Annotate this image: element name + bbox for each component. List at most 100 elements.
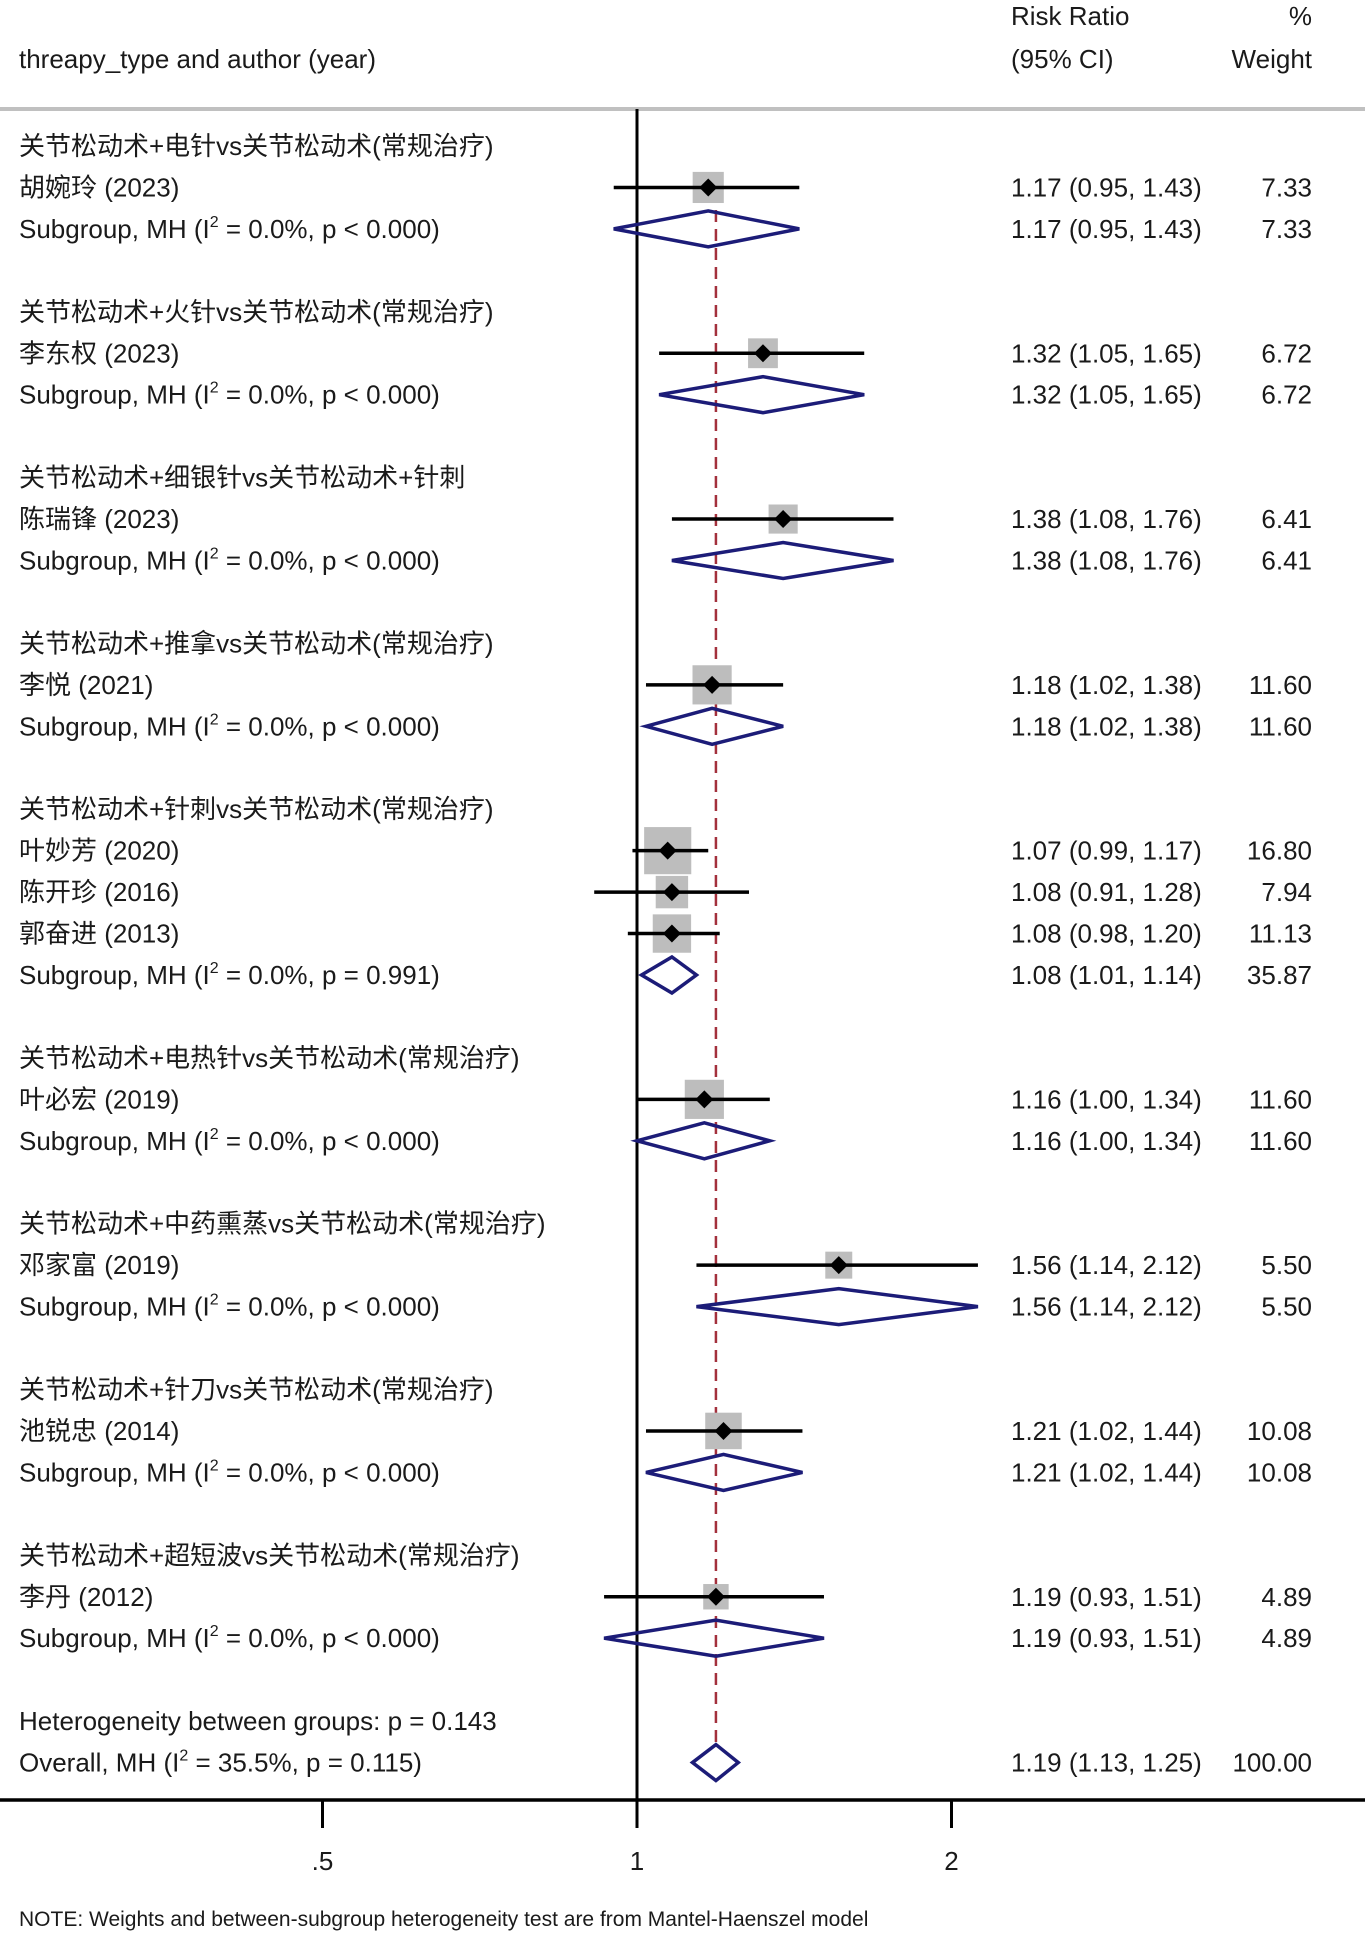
label-prefix: Overall, MH (I [19,1748,179,1778]
subgroup-summary-label: Subgroup, MH (I2 = 0.0%, p < 0.000) [19,1623,440,1653]
point-estimate-marker [703,675,722,694]
subgroup-summary-label: Subgroup, MH (I2 = 0.0%, p < 0.000) [19,214,440,244]
subgroup-diamond [658,374,865,415]
subgroup-summary-label: Subgroup, MH (I2 = 0.0%, p < 0.000) [19,546,440,576]
subgroup-diamond [639,706,784,747]
estimate-ci-text: 1.56 (1.14, 2.12) [1011,1250,1202,1280]
study-label: 李丹 (2012) [19,1582,153,1612]
label-stats: = 0.0%, p < 0.000) [219,711,440,741]
study-label: 李悦 (2021) [19,670,153,700]
subgroup-weight-text: 35.87 [1247,960,1312,990]
label-stats: = 0.0%, p < 0.000) [219,214,440,244]
subgroup-estimate-text: 1.21 (1.02, 1.44) [1011,1457,1202,1487]
estimate-ci-text: 1.16 (1.00, 1.34) [1011,1084,1202,1114]
label-stats: = 35.5%, p = 0.115) [188,1748,422,1778]
subgroup-label: 关节松动术+针刀vs关节松动术(常规治疗) [19,1375,494,1405]
superscript-2: 2 [210,711,219,728]
weight-text: 16.80 [1247,836,1312,866]
point-estimate-marker [753,344,772,363]
superscript-2: 2 [210,1126,219,1143]
estimate-ci-text: 1.08 (0.98, 1.20) [1011,919,1202,949]
subgroup-label: 关节松动术+针刺vs关节松动术(常规治疗) [19,794,494,824]
label-stats: = 0.0%, p < 0.000) [219,546,440,576]
study-label: 邓家富 (2019) [19,1250,179,1280]
study-label: 叶必宏 (2019) [19,1084,179,1114]
subgroup-weight-text: 6.41 [1261,546,1312,576]
subgroup-estimate-text: 1.38 (1.08, 1.76) [1011,546,1202,576]
subgroup-estimate-text: 1.17 (0.95, 1.43) [1011,214,1202,244]
point-estimate-marker [829,1256,848,1275]
label-prefix: Subgroup, MH (I [19,1292,210,1322]
point-estimate-marker [658,841,677,860]
study-label: 郭奋进 (2013) [19,919,179,949]
label-prefix: Subgroup, MH (I [19,960,210,990]
subgroup-summary-label: Subgroup, MH (I2 = 0.0%, p < 0.000) [19,1126,440,1156]
weight-text: 6.72 [1261,338,1312,368]
subgroup-estimate-text: 1.18 (1.02, 1.38) [1011,711,1202,741]
point-estimate-marker [695,1090,714,1109]
subgroup-diamond [603,1618,825,1658]
overall-label: Overall, MH (I2 = 35.5%, p = 0.115) [19,1748,422,1778]
subgroup-estimate-text: 1.32 (1.05, 1.65) [1011,380,1202,410]
overall-diamond [689,1742,742,1783]
footnote: NOTE: Weights and between-subgroup heter… [19,1908,868,1931]
subgroup-diamond [696,1286,979,1327]
label-stats: = 0.0%, p = 0.991) [219,960,440,990]
subgroup-label: 关节松动术+电热针vs关节松动术(常规治疗) [19,1043,520,1073]
superscript-2: 2 [210,214,219,231]
weight-text: 4.89 [1261,1582,1312,1612]
label-prefix: Subgroup, MH (I [19,214,210,244]
column-header-study: threapy_type and author (year) [19,44,376,74]
point-estimate-marker [662,883,681,902]
overall-weight-text: 100.00 [1232,1748,1312,1778]
label-prefix: Subgroup, MH (I [19,1457,210,1487]
overall-estimate-text: 1.19 (1.13, 1.25) [1011,1748,1202,1778]
label-stats: = 0.0%, p < 0.000) [219,1457,440,1487]
subgroup-weight-text: 7.33 [1261,214,1312,244]
weight-text: 10.08 [1247,1416,1312,1446]
estimate-ci-text: 1.32 (1.05, 1.65) [1011,338,1202,368]
study-label: 胡婉玲 (2023) [19,172,179,202]
superscript-2: 2 [210,380,219,397]
label-prefix: Subgroup, MH (I [19,1126,210,1156]
x-tick-label: 2 [944,1846,958,1876]
heterogeneity-text: Heterogeneity between groups: p = 0.143 [19,1706,497,1736]
point-estimate-marker [714,1421,733,1440]
subgroup-estimate-text: 1.08 (1.01, 1.14) [1011,960,1202,990]
subgroup-label: 关节松动术+超短波vs关节松动术(常规治疗) [19,1540,520,1570]
subgroup-label: 关节松动术+中药熏蒸vs关节松动术(常规治疗) [19,1209,546,1239]
point-estimate-marker [774,510,793,529]
superscript-2: 2 [210,1457,219,1474]
superscript-2: 2 [210,1292,219,1309]
subgroup-label: 关节松动术+电针vs关节松动术(常规治疗) [19,131,494,161]
weight-text: 11.13 [1249,919,1312,949]
weight-text: 7.33 [1261,172,1312,202]
subgroup-label: 关节松动术+细银针vs关节松动术+针刺 [19,463,465,493]
point-estimate-marker [706,1587,725,1606]
weight-text: 6.41 [1261,504,1312,534]
subgroup-summary-label: Subgroup, MH (I2 = 0.0%, p = 0.991) [19,960,440,990]
subgroup-weight-text: 6.72 [1261,380,1312,410]
superscript-2: 2 [210,1623,219,1640]
subgroup-estimate-text: 1.16 (1.00, 1.34) [1011,1126,1202,1156]
subgroup-diamond [638,954,700,996]
subgroup-diamond [645,1452,803,1493]
x-tick-label: .5 [312,1846,334,1876]
column-header-ci: (95% CI) [1011,44,1114,74]
subgroup-weight-text: 11.60 [1249,1126,1312,1156]
subgroup-diamond [630,1120,777,1161]
point-estimate-marker [699,178,718,197]
subgroup-summary-label: Subgroup, MH (I2 = 0.0%, p < 0.000) [19,380,440,410]
study-label: 陈瑞锋 (2023) [19,504,179,534]
study-label: 叶妙芳 (2020) [19,836,179,866]
study-label: 李东权 (2023) [19,338,179,368]
study-label: 陈开珍 (2016) [19,877,179,907]
label-stats: = 0.0%, p < 0.000) [219,1126,440,1156]
column-header-weight: Weight [1232,44,1313,74]
study-label: 池锐忠 (2014) [19,1416,179,1446]
weight-text: 11.60 [1249,670,1312,700]
label-prefix: Subgroup, MH (I [19,546,210,576]
column-header-rr: Risk Ratio [1011,1,1129,31]
estimate-ci-text: 1.38 (1.08, 1.76) [1011,504,1202,534]
